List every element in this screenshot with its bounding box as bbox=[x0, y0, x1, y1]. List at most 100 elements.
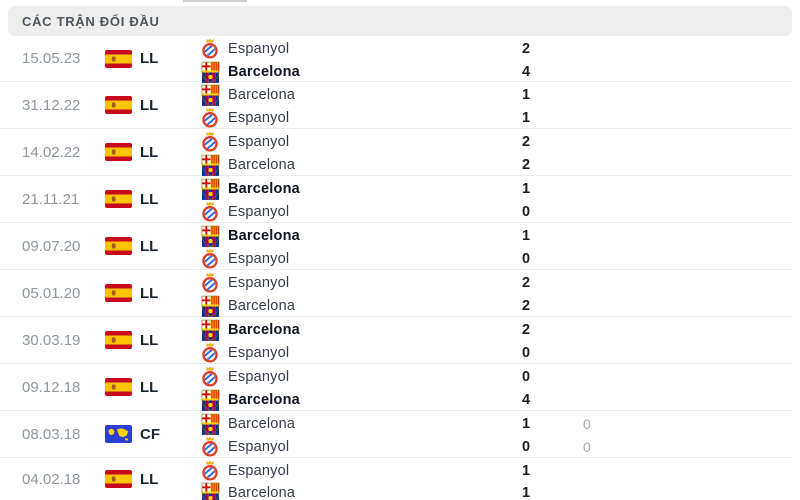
espanyol-crest-icon bbox=[200, 130, 220, 153]
spain-flag-icon bbox=[105, 284, 132, 302]
match-row[interactable]: 21.11.21 LL bbox=[0, 176, 792, 223]
away-team-line: Espanyol 0 bbox=[200, 247, 792, 270]
match-row[interactable]: 08.03.18 CF bbox=[0, 411, 792, 458]
barcelona-crest-icon bbox=[200, 153, 220, 176]
barcelona-crest-icon bbox=[200, 388, 220, 411]
competition-label: CF bbox=[140, 425, 160, 443]
competition-label: LL bbox=[140, 143, 159, 161]
team-secondary-score: 0 bbox=[583, 438, 591, 455]
team-score: 2 bbox=[522, 156, 531, 173]
home-team-line: Barcelona 1 bbox=[200, 224, 792, 247]
match-list: 15.05.23 LL bbox=[0, 36, 800, 500]
barcelona-crest-icon bbox=[200, 318, 220, 341]
team-score: 0 bbox=[522, 368, 531, 385]
barcelona-crest-icon bbox=[200, 294, 220, 317]
team-name: Espanyol bbox=[228, 438, 290, 455]
competition-label: LL bbox=[140, 96, 159, 114]
competition-label: LL bbox=[140, 237, 159, 255]
match-row[interactable]: 15.05.23 LL bbox=[0, 36, 792, 83]
competition-label: LL bbox=[140, 331, 159, 349]
barcelona-crest-icon bbox=[200, 481, 220, 500]
espanyol-crest-icon bbox=[200, 435, 220, 458]
team-name: Barcelona bbox=[228, 63, 300, 80]
team-name: Espanyol bbox=[228, 368, 290, 385]
match-row[interactable]: 14.02.22 LL bbox=[0, 129, 792, 176]
barcelona-crest-icon bbox=[200, 224, 220, 247]
match-date: 04.02.18 bbox=[22, 470, 81, 488]
espanyol-crest-icon bbox=[200, 200, 220, 223]
team-score: 2 bbox=[522, 297, 531, 314]
match-row[interactable]: 09.12.18 LL bbox=[0, 364, 792, 411]
home-team-line: Espanyol 2 bbox=[200, 271, 792, 294]
team-name: Barcelona bbox=[228, 180, 300, 197]
section-header: CÁC TRẬN ĐỐI ĐẦU bbox=[8, 6, 792, 36]
away-team-line: Barcelona 1 bbox=[200, 481, 792, 500]
spain-flag-icon bbox=[105, 49, 132, 68]
team-name: Espanyol bbox=[228, 274, 290, 291]
match-date: 08.03.18 bbox=[22, 425, 81, 443]
away-team-line: Barcelona 2 bbox=[200, 153, 792, 176]
away-team-line: Espanyol 0 bbox=[200, 341, 792, 364]
team-score: 1 bbox=[522, 415, 531, 432]
spain-flag-icon bbox=[105, 143, 132, 161]
spain-flag-icon bbox=[105, 190, 132, 208]
match-date: 09.07.20 bbox=[22, 237, 81, 255]
team-score: 0 bbox=[522, 250, 531, 267]
team-name: Barcelona bbox=[228, 391, 300, 408]
team-score: 1 bbox=[522, 109, 531, 126]
spain-flag-icon bbox=[105, 331, 132, 349]
espanyol-crest-icon bbox=[200, 37, 220, 60]
home-team-line: Espanyol 2 bbox=[200, 130, 792, 153]
team-score: 0 bbox=[522, 203, 531, 220]
team-score: 1 bbox=[522, 86, 531, 103]
competition-label: LL bbox=[140, 470, 159, 488]
barcelona-crest-icon bbox=[200, 412, 220, 435]
match-date: 05.01.20 bbox=[22, 284, 81, 302]
home-team-line: Barcelona 1 0 bbox=[200, 412, 792, 435]
team-name: Barcelona bbox=[228, 156, 296, 173]
match-row[interactable]: 30.03.19 LL bbox=[0, 317, 792, 364]
spain-flag-icon bbox=[105, 237, 132, 255]
match-row[interactable]: 09.07.20 LL bbox=[0, 223, 792, 270]
match-date: 14.02.22 bbox=[22, 143, 81, 161]
team-name: Barcelona bbox=[228, 415, 296, 432]
spain-flag-icon bbox=[105, 378, 132, 396]
match-row[interactable]: 31.12.22 LL bbox=[0, 82, 792, 129]
spain-flag-icon bbox=[105, 143, 132, 161]
away-team-line: Barcelona 4 bbox=[200, 60, 792, 83]
spain-flag-icon bbox=[105, 331, 132, 349]
home-team-line: Barcelona 1 bbox=[200, 177, 792, 200]
match-date: 30.03.19 bbox=[22, 331, 81, 349]
spain-flag-icon bbox=[105, 237, 132, 255]
match-row[interactable]: 05.01.20 LL bbox=[0, 270, 792, 317]
team-score: 2 bbox=[522, 133, 531, 150]
home-team-line: Barcelona 2 bbox=[200, 318, 792, 341]
match-date: 15.05.23 bbox=[22, 50, 81, 67]
spain-flag-icon bbox=[105, 470, 132, 488]
team-score: 2 bbox=[522, 274, 531, 291]
team-score: 1 bbox=[522, 180, 531, 197]
away-team-line: Espanyol 0 0 bbox=[200, 435, 792, 458]
team-name: Barcelona bbox=[228, 86, 296, 103]
espanyol-crest-icon bbox=[200, 271, 220, 294]
home-team-line: Espanyol 1 bbox=[200, 459, 792, 482]
team-score: 4 bbox=[522, 391, 531, 408]
competition-label: LL bbox=[140, 378, 159, 396]
home-team-line: Espanyol 0 bbox=[200, 365, 792, 388]
team-name: Espanyol bbox=[228, 133, 290, 150]
away-team-line: Barcelona 4 bbox=[200, 388, 792, 411]
espanyol-crest-icon bbox=[200, 365, 220, 388]
team-score: 1 bbox=[522, 462, 531, 479]
team-score: 4 bbox=[522, 63, 531, 80]
away-team-line: Espanyol 1 bbox=[200, 106, 792, 129]
team-name: Barcelona bbox=[228, 297, 296, 314]
team-score: 2 bbox=[522, 40, 531, 57]
spain-flag-icon bbox=[105, 470, 132, 488]
match-row[interactable]: 04.02.18 LL bbox=[0, 458, 792, 500]
espanyol-crest-icon bbox=[200, 106, 220, 129]
team-name: Espanyol bbox=[228, 344, 290, 361]
barcelona-crest-icon bbox=[200, 83, 220, 106]
away-team-line: Barcelona 2 bbox=[200, 294, 792, 317]
espanyol-crest-icon bbox=[200, 459, 220, 482]
spain-flag-icon bbox=[105, 49, 132, 68]
